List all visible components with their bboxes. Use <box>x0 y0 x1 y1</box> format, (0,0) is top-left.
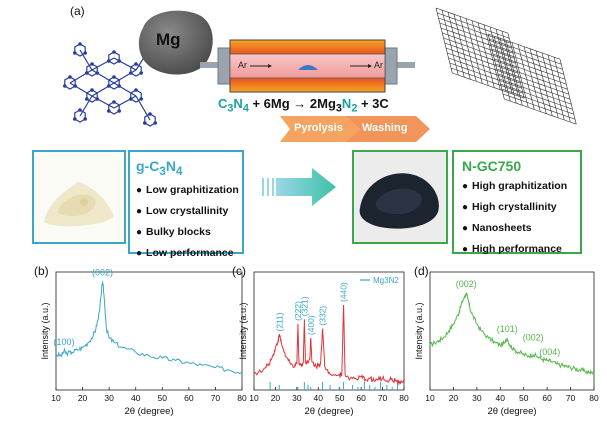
gc3n4-property-item: Low graphitization <box>136 180 239 201</box>
x-tick-label: 70 <box>566 393 576 403</box>
mg-label: Mg <box>156 30 181 49</box>
plot-frame <box>55 271 243 391</box>
peak-label: (100) <box>53 337 74 347</box>
x-tick-label: 30 <box>104 393 114 403</box>
x-tick-label: 60 <box>184 393 194 403</box>
x-tick-label: 60 <box>356 393 366 403</box>
ar-outlet-label: Ar <box>374 60 383 70</box>
x-tick-label: 20 <box>271 393 281 403</box>
plot-frame <box>429 271 595 391</box>
plot-frame <box>253 271 405 391</box>
x-tick-label: 40 <box>496 393 506 403</box>
gc3n4-title: g-C3N4 <box>136 158 183 178</box>
x-tick-label: 40 <box>131 393 141 403</box>
xrd-series-line <box>429 292 595 375</box>
panel-a-tag: (a) <box>70 4 85 18</box>
gc3n4-photo <box>32 150 126 244</box>
y-axis-label: Intensity (a.u.) <box>414 302 424 359</box>
gc3n4-properties-box: g-C3N4 Low graphitization Low crystallin… <box>128 150 244 259</box>
x-tick-label: 10 <box>425 393 435 403</box>
x-tick-label: 50 <box>335 393 345 403</box>
panel-b-tag: (b) <box>34 264 49 278</box>
peak-label: (002) <box>456 279 477 289</box>
y-axis-label: Intensity (a.u.) <box>238 302 248 359</box>
ngc750-title: N-GC750 <box>462 158 522 174</box>
reaction-equation: C3N4 + 6Mg → 2Mg3N2 + 3C <box>218 96 389 115</box>
x-tick-label: 10 <box>249 393 259 403</box>
peak-label: (004) <box>539 347 560 357</box>
ngc750-property-item: High graphitization <box>462 176 572 197</box>
ngc750-property-item: Nanosheets <box>462 218 572 239</box>
panel-c-tag: (c) <box>232 264 246 278</box>
gc3n4-property-item: Bulky blocks <box>136 222 236 243</box>
ngc750-properties-box: N-GC750 High graphitization High crystal… <box>452 150 582 255</box>
x-tick-label: 80 <box>589 393 599 403</box>
mg-powder-image <box>138 10 213 75</box>
xrd-chart-b: 10 20 30 40 50 60 70 80 2θ (degree) Intensity (a.… <box>40 267 247 417</box>
gc3n4-property-item: Low crystallinity <box>136 201 236 222</box>
gc3n4-property-list: Low graphitization Low crystallinity Bul… <box>136 180 239 264</box>
step-pyrolysis: Pyrolysis <box>294 122 343 134</box>
peak-label: (211) <box>274 312 284 331</box>
x-tick-label: 20 <box>449 393 459 403</box>
step-washing: Washing <box>362 122 408 134</box>
ngc750-property-list: High graphitization High crystallinity N… <box>462 176 572 260</box>
graphene-sheets-illustration <box>435 7 577 125</box>
xrd-series-line <box>55 281 243 374</box>
peak-label: (222) <box>293 301 303 321</box>
transition-arrow <box>262 168 336 206</box>
gc3n4-property-item: Low performance <box>136 243 236 264</box>
x-tick-label: 50 <box>158 393 168 403</box>
x-tick-label: 30 <box>472 393 482 403</box>
ngc750-property-item: High crystallinity <box>462 197 572 218</box>
xrd-chart-d: 10 20 30 40 50 60 70 80 2θ (degree) Intensity (a.… <box>414 271 599 417</box>
legend-label: Mg3N2 <box>373 276 399 285</box>
panel-d-tag: (d) <box>414 264 429 278</box>
tube-furnace-illustration <box>200 39 415 93</box>
x-tick-label: 10 <box>51 393 61 403</box>
ngc750-photo <box>352 150 448 244</box>
x-axis-label: 2θ (degree) <box>487 406 536 417</box>
x-tick-label: 50 <box>519 393 529 403</box>
xrd-series-line <box>253 304 405 386</box>
peak-label: (002) <box>523 333 544 343</box>
xrd-chart-c: 10 20 30 40 50 60 70 80 2θ (degree) Intensity (a.… <box>238 271 409 417</box>
ngc750-property-item: High performance <box>462 239 572 260</box>
x-axis-label: 2θ (degree) <box>124 406 173 417</box>
peak-label: (321) <box>299 296 309 316</box>
peak-label: (002) <box>92 267 113 277</box>
x-tick-label: 70 <box>378 393 388 403</box>
x-tick-label: 20 <box>78 393 88 403</box>
x-tick-label: 60 <box>542 393 552 403</box>
peak-label: (440) <box>339 282 349 302</box>
x-tick-label: 40 <box>314 393 324 403</box>
x-tick-label: 80 <box>399 393 409 403</box>
ar-inlet-label: Ar <box>238 60 247 70</box>
y-axis-label: Intensity (a.u.) <box>40 302 50 359</box>
x-axis-label: 2θ (degree) <box>304 406 353 417</box>
gc3n4-structure-illustration <box>63 40 158 127</box>
x-tick-label: 30 <box>292 393 302 403</box>
process-arrows <box>280 116 430 142</box>
peak-label: (101) <box>497 324 518 334</box>
peak-label: (332) <box>318 306 328 326</box>
x-tick-label: 70 <box>211 393 221 403</box>
peak-label: (400) <box>306 315 316 335</box>
x-tick-label: 80 <box>237 393 247 403</box>
